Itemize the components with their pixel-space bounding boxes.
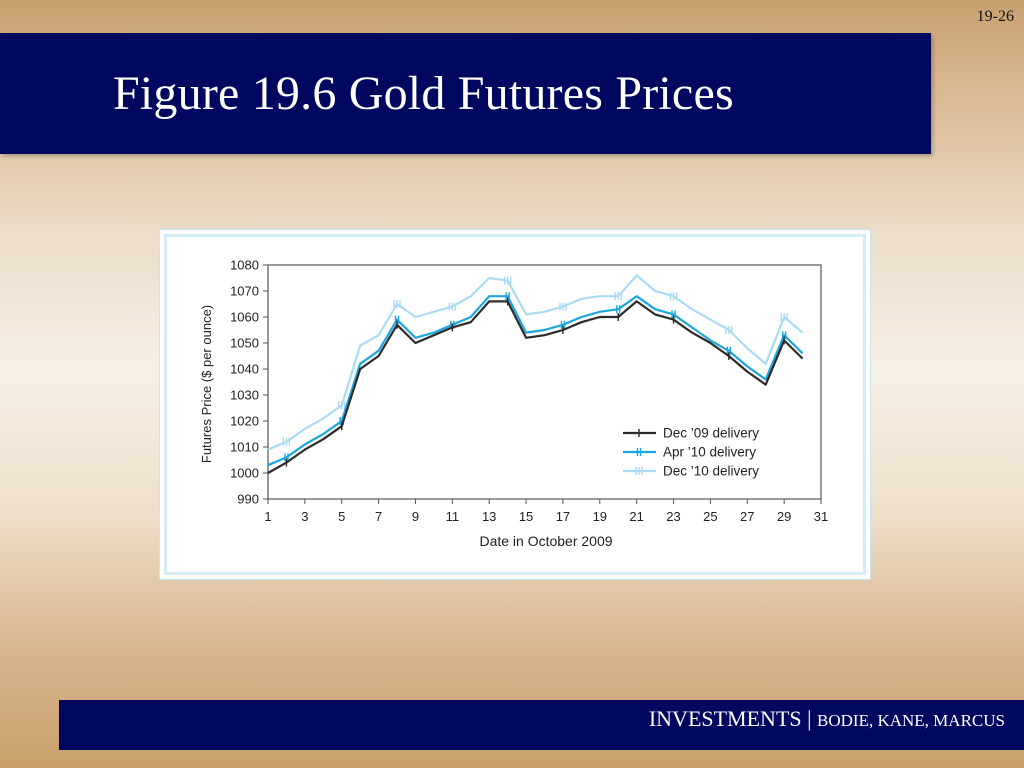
x-tick-label: 9 xyxy=(412,509,419,524)
x-tick-label: 21 xyxy=(629,509,643,524)
title-bar xyxy=(0,33,931,154)
y-tick-label: 1020 xyxy=(230,414,259,429)
x-tick-label: 11 xyxy=(446,509,460,524)
y-tick-label: 1010 xyxy=(230,440,259,455)
series-line xyxy=(267,295,804,467)
y-tick-label: 990 xyxy=(237,492,259,507)
y-tick-label: 1030 xyxy=(230,388,259,403)
x-tick-label: 25 xyxy=(703,509,717,524)
x-tick-label: 17 xyxy=(556,509,570,524)
x-axis-label: Date in October 2009 xyxy=(479,533,612,549)
x-tick-label: 7 xyxy=(375,509,382,524)
y-tick-label: 1060 xyxy=(230,310,259,325)
legend-label: Dec ’09 delivery xyxy=(663,426,759,441)
x-tick-label: 15 xyxy=(519,509,533,524)
y-tick-label: 1000 xyxy=(230,466,259,481)
legend-label: Apr ’10 delivery xyxy=(663,445,756,460)
y-tick-label: 1080 xyxy=(230,258,259,273)
series-0 xyxy=(267,297,804,474)
chart: 990 1000 1010 1020 1030 1040 1050 1060 1070 1080 1… xyxy=(199,258,828,550)
x-tick-label: 13 xyxy=(482,509,496,524)
y-tick-label: 1040 xyxy=(230,362,259,377)
x-tick-label: 1 xyxy=(264,509,271,524)
slide-title: Figure 19.6 Gold Futures Prices xyxy=(113,67,734,120)
footer-bar xyxy=(59,700,1024,750)
legend-label: Dec ’10 delivery xyxy=(663,464,759,479)
x-tick-label: 5 xyxy=(338,509,345,524)
x-tick-label: 19 xyxy=(593,509,607,524)
series-line xyxy=(267,274,804,451)
y-tick-label: 1070 xyxy=(230,284,259,299)
chart-frame xyxy=(159,229,871,580)
slide-number: 19-26 xyxy=(976,8,1014,25)
footer-authors: BODIE, KANE, MARCUS xyxy=(817,711,1005,730)
series-2 xyxy=(267,274,804,451)
footer-brand: INVESTMENTS xyxy=(648,706,802,731)
footer-separator: | xyxy=(801,706,818,731)
series-line xyxy=(267,300,804,474)
y-tick-label: 1050 xyxy=(230,336,259,351)
x-tick-label: 31 xyxy=(814,509,828,524)
legend: Dec ’09 delivery Apr ’10 delivery Dec ’10 … xyxy=(623,426,759,479)
plot-area xyxy=(267,264,822,500)
footer-text: INVESTMENTS | BODIE, KANE, MARCUS xyxy=(649,706,1005,732)
x-tick-label: 3 xyxy=(301,509,308,524)
x-tick-label: 23 xyxy=(666,509,680,524)
x-tick-label: 27 xyxy=(740,509,754,524)
x-tick-label: 29 xyxy=(777,509,791,524)
y-axis-label: Futures Price ($ per ounce) xyxy=(199,305,214,463)
